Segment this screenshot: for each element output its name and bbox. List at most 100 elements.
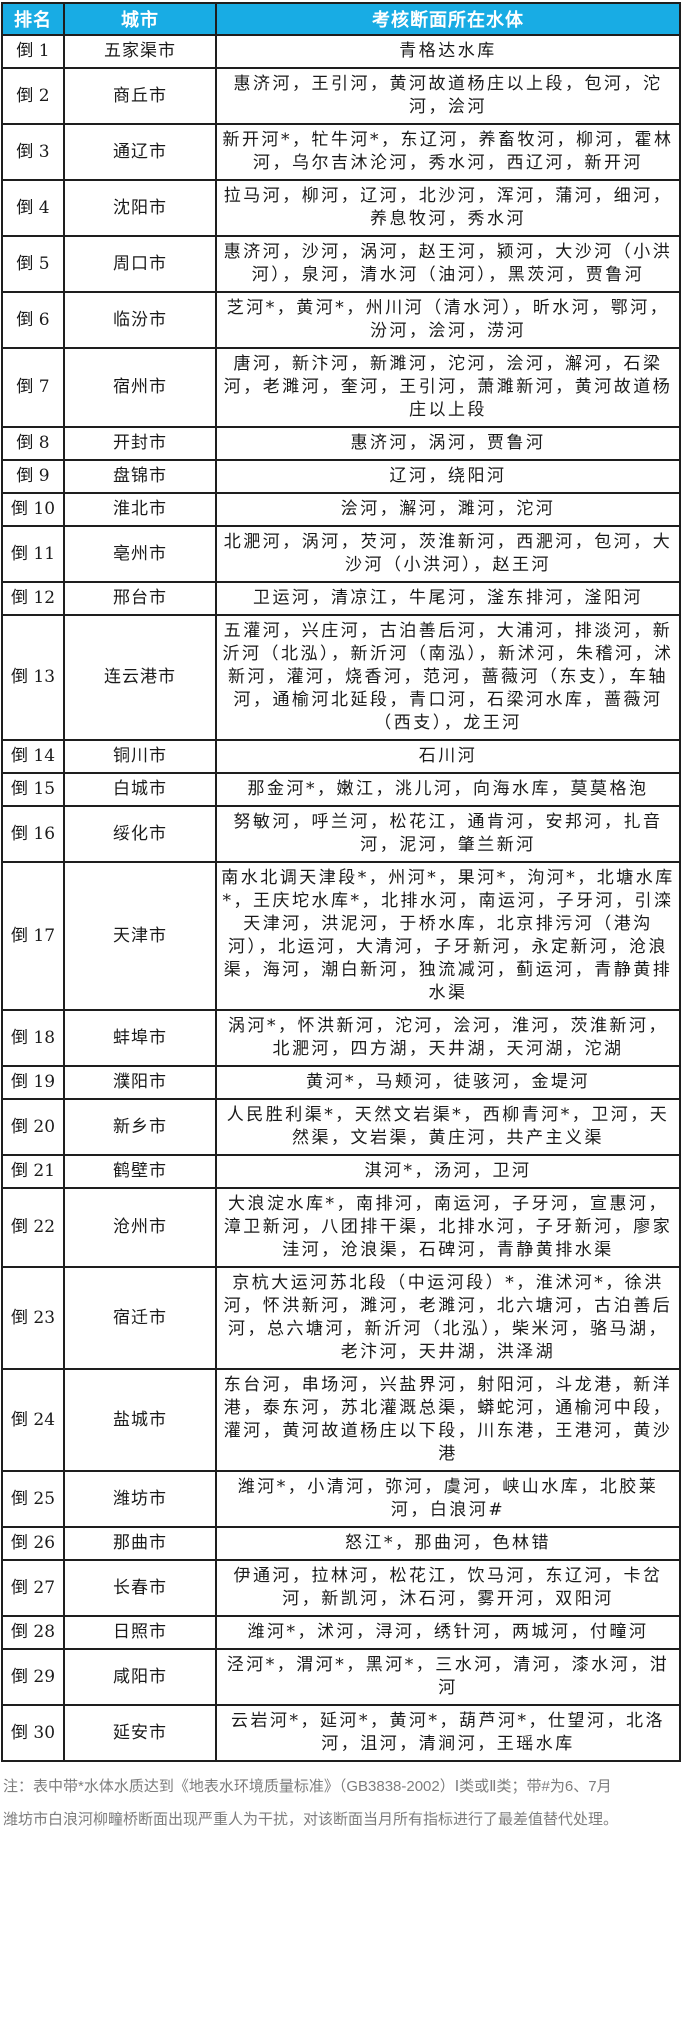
table-row: 倒 26 那曲市 怒江*，那曲河，色林错 — [1, 1526, 681, 1561]
rank-cell: 倒 28 — [1, 1615, 65, 1650]
waters-cell: 新开河*，牤牛河*，东辽河，养畜牧河，柳河，霍林河，乌尔吉沐沦河，秀水河，西辽河… — [215, 123, 681, 181]
table-row: 倒 21 鹤壁市 淇河*，汤河，卫河 — [1, 1154, 681, 1189]
waters-cell: 青格达水库 — [215, 34, 681, 69]
waters-cell: 唐河，新汴河，新濉河，沱河，浍河，澥河，石梁河，老濉河，奎河，王引河，萧濉新河，… — [215, 347, 681, 428]
city-cell: 盐城市 — [63, 1368, 217, 1472]
waters-cell: 潍河*，沭河，浔河，绣针河，两城河，付疃河 — [215, 1615, 681, 1650]
rank-cell: 倒 26 — [1, 1526, 65, 1561]
city-cell: 邢台市 — [63, 581, 217, 616]
table-row: 倒 12 邢台市 卫运河，清凉江，牛尾河，滏东排河，滏阳河 — [1, 581, 681, 616]
table-row: 倒 30 延安市 云岩河*，延河*，黄河*，葫芦河*，仕望河，北洛河，沮河，清涧河，… — [1, 1704, 681, 1762]
table-header: 排名 城市 考核断面所在水体 — [1, 2, 681, 36]
waters-cell: 泾河*，渭河*，黑河*，三水河，清河，漆水河，泔河 — [215, 1648, 681, 1706]
city-cell: 天津市 — [63, 861, 217, 1011]
table-row: 倒 9 盘锦市 辽河，绕阳河 — [1, 459, 681, 494]
waters-cell: 浍河，澥河，濉河，沱河 — [215, 492, 681, 527]
table-row: 倒 15 白城市 那金河*，嫩江，洮儿河，向海水库，莫莫格泡 — [1, 772, 681, 807]
rank-cell: 倒 29 — [1, 1648, 65, 1706]
table-row: 倒 5 周口市 惠济河，沙河，涡河，赵王河，颍河，大沙河（小洪河），泉河，清水河（油… — [1, 235, 681, 293]
rank-cell: 倒 30 — [1, 1704, 65, 1762]
rank-cell: 倒 11 — [1, 525, 65, 583]
waters-cell: 潍河*，小清河，弥河，虞河，峡山水库，北胶莱河，白浪河# — [215, 1470, 681, 1528]
waters-cell: 努敏河，呼兰河，松花江，通肯河，安邦河，扎音河，泥河，肇兰新河 — [215, 805, 681, 863]
rank-cell: 倒 16 — [1, 805, 65, 863]
header-row: 排名 城市 考核断面所在水体 — [1, 2, 681, 36]
city-cell: 连云港市 — [63, 614, 217, 741]
table-row: 倒 11 亳州市 北淝河，涡河，芡河，茨淮新河，西淝河，包河，大沙河（小洪河），赵王… — [1, 525, 681, 583]
city-cell: 长春市 — [63, 1559, 217, 1617]
table-row: 倒 23 宿迁市 京杭大运河苏北段（中运河段）*，淮沭河*，徐洪河，怀洪新河，濉河，… — [1, 1266, 681, 1370]
waters-cell: 惠济河，王引河，黄河故道杨庄以上段，包河，沱河，浍河 — [215, 67, 681, 125]
waters-cell: 东台河，串场河，兴盐界河，射阳河，斗龙港，新洋港，泰东河，苏北灌溉总渠，蟒蛇河，… — [215, 1368, 681, 1472]
rank-cell: 倒 4 — [1, 179, 65, 237]
table-row: 倒 14 铜川市 石川河 — [1, 739, 681, 774]
city-cell: 沈阳市 — [63, 179, 217, 237]
table-row: 倒 27 长春市 伊通河，拉林河，松花江，饮马河，东辽河，卡岔河，新凯河，沐石河，雾… — [1, 1559, 681, 1617]
table-row: 倒 28 日照市 潍河*，沭河，浔河，绣针河，两城河，付疃河 — [1, 1615, 681, 1650]
waters-cell: 京杭大运河苏北段（中运河段）*，淮沭河*，徐洪河，怀洪新河，濉河，老濉河，北六塘… — [215, 1266, 681, 1370]
waters-cell: 人民胜利渠*，天然文岩渠*，西柳青河*，卫河，天然渠，文岩渠，黄庄河，共产主义渠 — [215, 1098, 681, 1156]
waters-cell: 淇河*，汤河，卫河 — [215, 1154, 681, 1189]
rank-cell: 倒 6 — [1, 291, 65, 349]
rank-cell: 倒 27 — [1, 1559, 65, 1617]
rank-cell: 倒 2 — [1, 67, 65, 125]
rank-cell: 倒 21 — [1, 1154, 65, 1189]
waters-cell: 大浪淀水库*，南排河，南运河，子牙河，宣惠河，漳卫新河，八团排干渠，北排水河，子… — [215, 1187, 681, 1268]
city-cell: 通辽市 — [63, 123, 217, 181]
waters-cell: 黄河*，马颊河，徒骇河，金堤河 — [215, 1065, 681, 1100]
waters-cell: 云岩河*，延河*，黄河*，葫芦河*，仕望河，北洛河，沮河，清涧河，王瑶水库 — [215, 1704, 681, 1762]
header-rank: 排名 — [1, 2, 65, 36]
table-row: 倒 8 开封市 惠济河，涡河，贾鲁河 — [1, 426, 681, 461]
city-cell: 沧州市 — [63, 1187, 217, 1268]
city-cell: 鹤壁市 — [63, 1154, 217, 1189]
rank-cell: 倒 24 — [1, 1368, 65, 1472]
waters-cell: 北淝河，涡河，芡河，茨淮新河，西淝河，包河，大沙河（小洪河），赵王河 — [215, 525, 681, 583]
city-cell: 宿迁市 — [63, 1266, 217, 1370]
rank-cell: 倒 9 — [1, 459, 65, 494]
table-row: 倒 29 咸阳市 泾河*，渭河*，黑河*，三水河，清河，漆水河，泔河 — [1, 1648, 681, 1706]
city-cell: 日照市 — [63, 1615, 217, 1650]
waters-cell: 南水北调天津段*，州河*，果河*，泃河*，北塘水库*，王庆坨水库*，北排水河，南… — [215, 861, 681, 1011]
table-row: 倒 13 连云港市 五灌河，兴庄河，古泊善后河，大浦河，排淡河，新沂河（北泓），新沂… — [1, 614, 681, 741]
waters-cell: 五灌河，兴庄河，古泊善后河，大浦河，排淡河，新沂河（北泓），新沂河（南泓），新沭… — [215, 614, 681, 741]
rank-cell: 倒 12 — [1, 581, 65, 616]
waters-cell: 芝河*，黄河*，州川河（清水河），昕水河，鄂河，汾河，浍河，涝河 — [215, 291, 681, 349]
table-row: 倒 7 宿州市 唐河，新汴河，新濉河，沱河，浍河，澥河，石梁河，老濉河，奎河，王引河… — [1, 347, 681, 428]
footnote-line-2: 潍坊市白浪河柳疃桥断面出现严重人为干扰，对该断面当月所有指标进行了最差值替代处理… — [3, 1810, 619, 1828]
city-cell: 潍坊市 — [63, 1470, 217, 1528]
city-cell: 白城市 — [63, 772, 217, 807]
table-row: 倒 3 通辽市 新开河*，牤牛河*，东辽河，养畜牧河，柳河，霍林河，乌尔吉沐沦河，秀… — [1, 123, 681, 181]
rank-cell: 倒 19 — [1, 1065, 65, 1100]
rank-cell: 倒 23 — [1, 1266, 65, 1370]
rank-cell: 倒 1 — [1, 34, 65, 69]
rank-cell: 倒 14 — [1, 739, 65, 774]
rank-cell: 倒 10 — [1, 492, 65, 527]
table-row: 倒 24 盐城市 东台河，串场河，兴盐界河，射阳河，斗龙港，新洋港，泰东河，苏北灌溉… — [1, 1368, 681, 1472]
table-row: 倒 20 新乡市 人民胜利渠*，天然文岩渠*，西柳青河*，卫河，天然渠，文岩渠，黄庄… — [1, 1098, 681, 1156]
city-cell: 那曲市 — [63, 1526, 217, 1561]
rank-cell: 倒 15 — [1, 772, 65, 807]
waters-cell: 拉马河，柳河，辽河，北沙河，浑河，蒲河，细河，养息牧河，秀水河 — [215, 179, 681, 237]
rank-cell: 倒 18 — [1, 1009, 65, 1067]
water-quality-ranking-table: 排名 城市 考核断面所在水体 倒 1 五家渠市 青格达水库倒 2 商丘市 惠济河，王引河… — [1, 2, 681, 1762]
city-cell: 临汾市 — [63, 291, 217, 349]
header-city: 城市 — [63, 2, 217, 36]
rank-cell: 倒 17 — [1, 861, 65, 1011]
city-cell: 淮北市 — [63, 492, 217, 527]
waters-cell: 那金河*，嫩江，洮儿河，向海水库，莫莫格泡 — [215, 772, 681, 807]
table-row: 倒 19 濮阳市 黄河*，马颊河，徒骇河，金堤河 — [1, 1065, 681, 1100]
rank-cell: 倒 8 — [1, 426, 65, 461]
table-row: 倒 10 淮北市 浍河，澥河，濉河，沱河 — [1, 492, 681, 527]
rank-cell: 倒 7 — [1, 347, 65, 428]
table-row: 倒 6 临汾市 芝河*，黄河*，州川河（清水河），昕水河，鄂河，汾河，浍河，涝河 — [1, 291, 681, 349]
table-row: 倒 18 蚌埠市 涡河*，怀洪新河，沱河，浍河，淮河，茨淮新河，北淝河，四方湖，天井… — [1, 1009, 681, 1067]
rank-cell: 倒 3 — [1, 123, 65, 181]
city-cell: 亳州市 — [63, 525, 217, 583]
city-cell: 商丘市 — [63, 67, 217, 125]
rank-cell: 倒 5 — [1, 235, 65, 293]
waters-cell: 卫运河，清凉江，牛尾河，滏东排河，滏阳河 — [215, 581, 681, 616]
city-cell: 延安市 — [63, 1704, 217, 1762]
page: 排名 城市 考核断面所在水体 倒 1 五家渠市 青格达水库倒 2 商丘市 惠济河，王引河… — [1, 2, 681, 1828]
rank-cell: 倒 20 — [1, 1098, 65, 1156]
city-cell: 宿州市 — [63, 347, 217, 428]
